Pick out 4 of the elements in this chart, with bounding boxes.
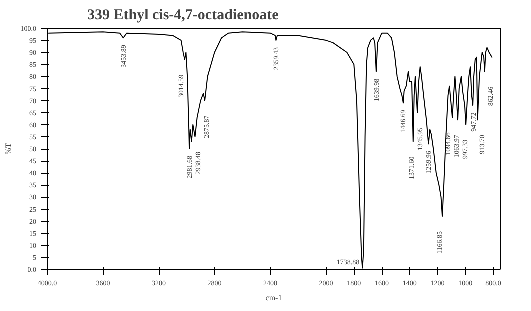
chart-title: 339 Ethyl cis-4,7-octadienoate (88, 8, 280, 24)
x-axis-title: cm-1 (266, 294, 282, 302)
line-series (48, 32, 493, 269)
y-axis-title: %T (4, 143, 13, 155)
